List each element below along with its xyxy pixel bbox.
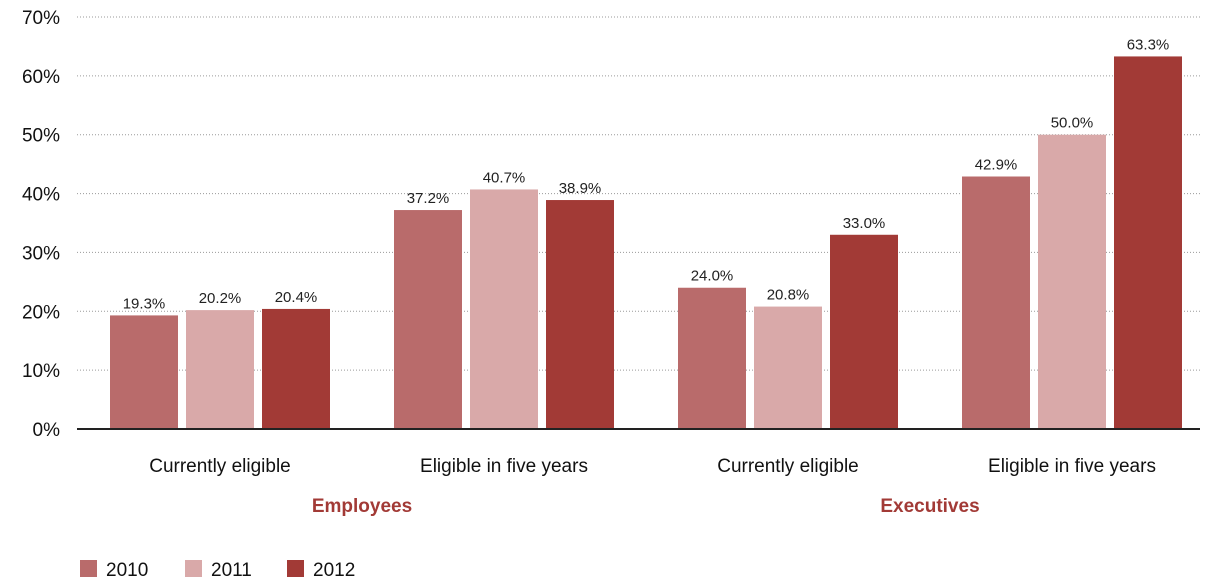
y-tick-label: 20% [22,302,60,323]
bar-2010 [678,287,746,429]
legend-swatch [287,560,304,577]
bars [110,56,1182,429]
y-tick-label: 50% [22,126,60,147]
category-label: Eligible in five years [420,456,588,477]
group-labels: Employees Executives [312,496,980,517]
data-label: 38.9% [559,180,602,197]
legend-swatch [185,560,202,577]
y-tick-label: 70% [22,8,60,29]
bar-2012 [1114,56,1182,429]
group-label: Executives [880,496,979,517]
legend: 2010 2011 2012 [80,560,355,580]
data-label: 37.2% [407,190,450,207]
bar-2010 [110,315,178,429]
data-label: 40.7% [483,169,526,186]
y-tick-label: 40% [22,185,60,206]
data-label: 42.9% [975,157,1018,174]
data-label: 20.2% [199,290,242,307]
legend-label: 2012 [313,560,355,580]
data-label: 50.0% [1051,115,1094,132]
bar-2012 [830,234,898,429]
data-label: 63.3% [1127,36,1170,53]
legend-label: 2010 [106,560,148,580]
data-labels: 19.3% 37.2% 24.0% 42.9% 20.2% 40.7% 20.8% 50.0%… [123,36,1170,312]
data-label: 19.3% [123,295,166,312]
bar-2011 [470,189,538,429]
y-axis-tick-labels: 0% 10% 20% 30% 40% 50% 60% 70% [22,8,60,441]
bar-2010 [962,176,1030,429]
legend-label: 2011 [211,560,252,580]
gridlines [77,16,1200,371]
group-label: Employees [312,496,412,517]
data-label: 20.8% [767,287,810,304]
category-label: Currently eligible [149,456,291,477]
category-label: Eligible in five years [988,456,1156,477]
category-label: Currently eligible [717,456,859,477]
bar-2011 [186,310,254,429]
bar-2010 [394,210,462,429]
data-label: 33.0% [843,215,886,232]
category-labels: Currently eligible Eligible in five years… [149,456,1156,477]
y-tick-label: 30% [22,243,60,264]
y-tick-label: 10% [22,361,60,382]
data-label: 24.0% [691,268,734,285]
y-tick-label: 0% [33,420,61,441]
legend-swatch [80,560,97,577]
bar-2012 [262,308,330,429]
bar-2011 [1038,134,1106,429]
data-label: 20.4% [275,289,318,306]
bar-2011 [754,306,822,429]
y-tick-label: 60% [22,67,60,88]
bar-2012 [546,200,614,429]
